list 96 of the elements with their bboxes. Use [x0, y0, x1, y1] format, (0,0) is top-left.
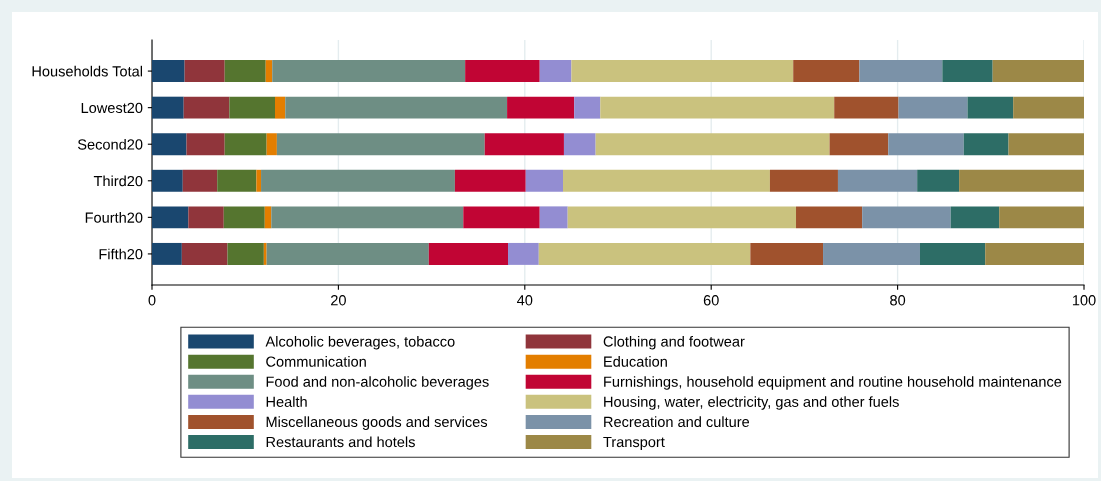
bar — [859, 60, 943, 83]
bar — [223, 206, 265, 229]
bar — [919, 242, 986, 265]
bar — [600, 96, 835, 119]
bar — [463, 206, 540, 229]
bar — [539, 206, 568, 229]
legend-label: Transport — [603, 436, 665, 451]
bar — [888, 133, 964, 156]
bar — [595, 133, 830, 156]
bar — [454, 169, 526, 192]
bar — [796, 206, 863, 229]
y-tick-label: Third20 — [93, 175, 143, 187]
y-tick-label: Households Total — [32, 65, 142, 77]
bar — [152, 206, 189, 229]
bar — [898, 96, 968, 119]
bar — [186, 133, 225, 156]
bar — [823, 242, 920, 265]
bar — [507, 96, 575, 119]
y-tick-label: Lowest20 — [81, 102, 143, 114]
bar — [999, 206, 1084, 229]
legend-label: Alcoholic beverages, tobacco — [265, 335, 455, 350]
bar — [571, 60, 794, 83]
y-tick-label: Fifth20 — [99, 248, 143, 260]
legend-label: Health — [266, 396, 307, 407]
bar — [917, 169, 960, 192]
bar — [265, 60, 273, 83]
bar — [276, 133, 485, 156]
bar — [538, 242, 751, 265]
bar — [563, 169, 770, 192]
bar — [963, 133, 1009, 156]
bar — [574, 96, 601, 119]
bar — [508, 242, 539, 265]
bar — [229, 96, 276, 119]
bar — [793, 60, 860, 83]
bar — [992, 60, 1084, 83]
bar — [285, 96, 508, 119]
x-tick-label: 20 — [331, 295, 346, 306]
bar — [184, 60, 225, 83]
bar — [183, 96, 230, 119]
bar — [264, 206, 272, 229]
bar — [837, 169, 918, 192]
bar — [266, 242, 429, 265]
bar — [256, 169, 262, 192]
bar — [271, 206, 464, 229]
bar — [224, 133, 267, 156]
bar — [567, 206, 797, 229]
legend-label: Miscellaneous goods and services — [266, 416, 488, 430]
bar — [829, 133, 889, 156]
legend-label: Clothing and footwear — [603, 335, 745, 350]
legend-label: Housing, water, electricity, gas and other fuels — [604, 396, 899, 410]
bar — [152, 96, 184, 119]
legend-label: Education — [604, 356, 667, 367]
x-tick-label: 0 — [148, 295, 156, 306]
bar — [1013, 96, 1084, 119]
bar — [261, 169, 455, 192]
bar — [152, 60, 185, 83]
bar — [563, 133, 596, 156]
legend-label: Furnishings, household equipment and routine household maintenance — [604, 376, 1062, 390]
bar — [152, 169, 183, 192]
bar — [266, 133, 277, 156]
x-tick-label: 40 — [517, 295, 533, 306]
legend-label: Restaurants and hotels — [266, 436, 415, 448]
bar — [862, 206, 951, 229]
x-tick-label: 60 — [703, 295, 719, 306]
bar — [942, 60, 993, 83]
bar — [985, 242, 1084, 265]
bar — [769, 169, 838, 192]
bar — [181, 242, 228, 265]
bar — [484, 133, 564, 156]
bar — [152, 133, 187, 156]
bar — [227, 242, 264, 265]
bar — [188, 206, 224, 229]
bar — [525, 169, 564, 192]
x-tick-label: 100 — [1072, 295, 1096, 306]
bar — [217, 169, 257, 192]
bar — [275, 96, 286, 119]
bar — [750, 242, 824, 265]
bar — [224, 60, 266, 83]
bar — [539, 60, 572, 83]
bar — [263, 242, 267, 265]
x-tick-label: 80 — [890, 295, 906, 306]
bar — [834, 96, 899, 119]
bar — [428, 242, 509, 265]
bar — [950, 206, 1000, 229]
legend-label: Communication — [266, 356, 366, 367]
bar — [465, 60, 540, 83]
bar — [959, 169, 1084, 192]
legend-label: Recreation and culture — [604, 416, 750, 428]
legend-label: Food and non-alcoholic beverages — [266, 376, 489, 390]
bar — [1008, 133, 1084, 156]
bar — [182, 169, 218, 192]
bar — [152, 242, 182, 265]
y-tick-label: Fourth20 — [85, 212, 143, 223]
y-tick-label: Second20 — [77, 138, 143, 150]
bar — [967, 96, 1014, 119]
bar — [272, 60, 466, 83]
